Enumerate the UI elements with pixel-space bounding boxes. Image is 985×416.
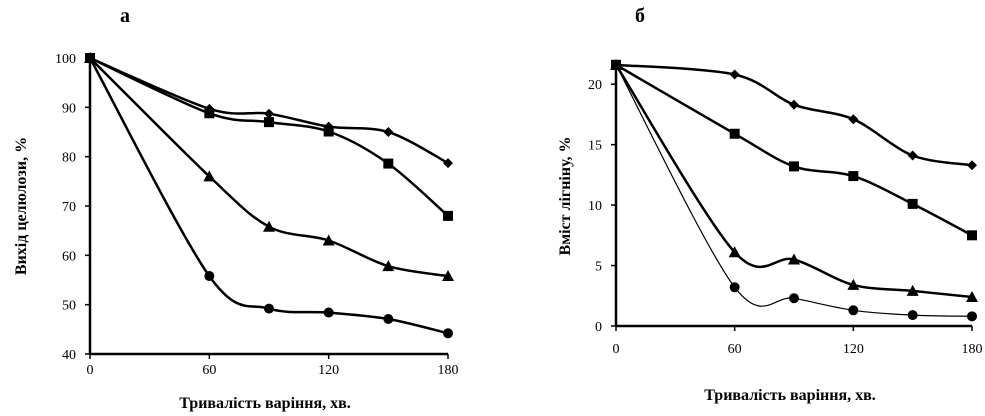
y-tick-label: 90 (62, 101, 76, 116)
y-tick-label: 50 (62, 299, 76, 314)
data-point-triangle (966, 290, 978, 302)
data-point-circle (264, 303, 274, 314)
x-tick-label: 60 (728, 342, 742, 357)
data-point-diamond (967, 160, 977, 171)
y-tick-label: 0 (595, 320, 602, 335)
data-point-circle (383, 313, 394, 324)
data-point-square (443, 210, 453, 221)
data-point-square (323, 126, 334, 137)
data-point-circle (611, 59, 621, 70)
y-tick-label: 60 (62, 249, 76, 264)
y-tick-label: 70 (62, 200, 76, 215)
data-point-square (383, 158, 394, 169)
data-point-triangle (263, 220, 275, 232)
data-point-circle (85, 53, 95, 63)
data-point-square (729, 128, 740, 139)
data-point-triangle (847, 278, 860, 290)
panel-label-b: б (635, 5, 645, 27)
data-point-square (204, 108, 215, 119)
chart-panel-a: а 0 60 120 180 40 50 60 70 80 90 100 Тривалість ва… (13, 5, 459, 412)
data-point-circle (789, 293, 799, 304)
x-tick-label: 180 (962, 342, 983, 357)
y-tick-label: 100 (55, 52, 76, 67)
data-point-diamond (443, 158, 453, 169)
series-line-square (615, 63, 973, 237)
data-point-circle (323, 307, 334, 318)
data-point-square (848, 171, 859, 182)
data-point-square (789, 161, 799, 172)
data-point-diamond (907, 150, 918, 161)
y-tick-label: 10 (588, 199, 602, 214)
data-point-diamond (848, 114, 859, 125)
y-tick-label: 15 (588, 139, 602, 154)
x-tick-label: 180 (438, 363, 459, 378)
data-point-diamond (729, 69, 740, 80)
y-tick-label: 40 (62, 348, 76, 363)
series-line-diamond (89, 56, 449, 165)
y-tick-label: 20 (588, 78, 602, 93)
x-axis-label-b: Тривалість варіння, хв. (704, 387, 876, 404)
data-point-triangle (906, 284, 919, 296)
data-point-circle (848, 305, 859, 316)
panel-label-a: а (120, 5, 130, 27)
data-point-circle (729, 282, 740, 293)
series-line-circle (88, 57, 449, 335)
x-tick-label: 60 (202, 363, 216, 378)
data-point-circle (907, 310, 918, 321)
data-point-circle (204, 271, 215, 282)
data-point-diamond (383, 127, 394, 137)
data-point-circle (443, 328, 453, 339)
y-axis-label-b: Вміст лігніну, % (557, 137, 574, 256)
data-point-diamond (789, 99, 799, 110)
data-point-triangle (203, 170, 216, 182)
data-point-square (967, 230, 977, 241)
data-point-triangle (442, 270, 454, 282)
data-point-square (264, 117, 274, 128)
x-tick-label: 120 (318, 363, 339, 378)
data-point-diamond (264, 108, 274, 119)
x-tick-label: 0 (87, 363, 94, 378)
data-point-triangle (382, 260, 395, 272)
data-point-square (907, 198, 918, 209)
x-tick-label: 120 (843, 342, 864, 357)
chart-panel-b: б 0 60 120 180 0 5 10 15 20 Тривалість варіння, … (557, 5, 983, 404)
data-point-triangle (788, 253, 800, 265)
data-point-triangle (728, 246, 741, 258)
x-axis-label-a: Тривалість варіння, хв. (179, 395, 351, 412)
x-tick-label: 0 (613, 342, 620, 357)
data-point-triangle (322, 234, 335, 246)
y-tick-label: 80 (62, 151, 76, 166)
y-axis-label-a: Вихід целюлози, % (13, 137, 30, 275)
data-point-circle (967, 311, 977, 322)
series-line-diamond (615, 63, 973, 167)
y-tick-label: 5 (595, 260, 602, 275)
